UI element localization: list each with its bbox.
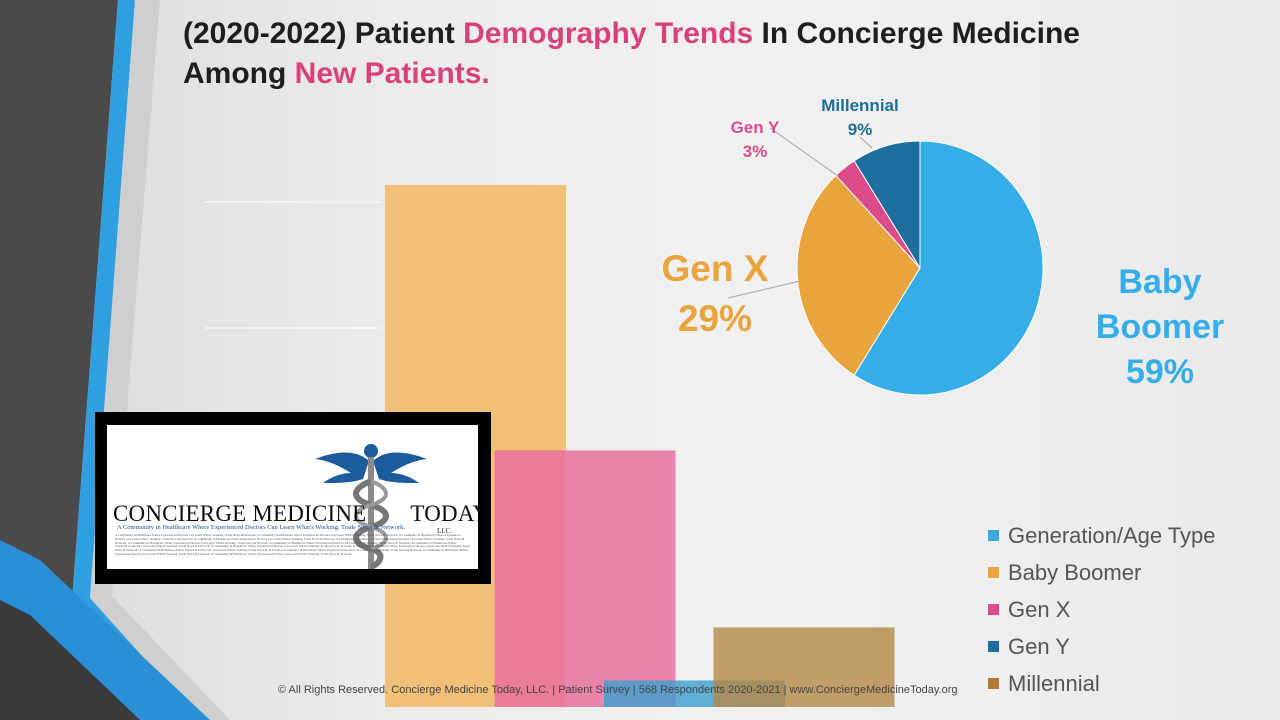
logo-tagline: A Community in Healthcare Where Experien…	[117, 524, 406, 531]
pie-label-millennial: Millennial 9%	[795, 94, 925, 142]
legend-swatch	[988, 530, 999, 541]
slide-title: (2020-2022) Patient Demography Trends In…	[183, 14, 1183, 94]
legend-label: Gen Y	[1008, 633, 1070, 659]
title-part3: Among	[183, 57, 295, 90]
pie-slice-baby-boomer	[853, 140, 1044, 396]
logo-name-right: TODAY	[410, 501, 478, 526]
legend-swatch	[988, 641, 999, 652]
pie-leader-gen-y	[769, 127, 839, 177]
legend-item: Gen X	[988, 591, 1216, 628]
pie-label-baby-boomer-name: Baby Boomer	[1095, 263, 1225, 346]
legend-swatch	[988, 604, 999, 615]
pie-label-gen-y: Gen Y 3%	[715, 116, 795, 164]
caduceus-icon	[315, 444, 427, 569]
legend-swatch	[988, 567, 999, 578]
legend-label: Baby Boomer	[1008, 559, 1142, 585]
title-highlight-2: New Patients.	[294, 57, 490, 90]
legend-item: Gen Y	[988, 628, 1216, 665]
title-part1: (2020-2022) Patient	[183, 17, 464, 50]
bar-gen-x	[494, 450, 676, 707]
pie-label-gen-y-name: Gen Y	[730, 118, 780, 137]
chart-legend: Generation/Age Type Baby Boomer Gen X Ge…	[988, 517, 1216, 702]
logo-fine-print: A Community in Healthcare Where Experien…	[115, 534, 470, 556]
legend-item: Baby Boomer	[988, 554, 1216, 591]
logo-name-left: CONCIERGE MEDICINE	[113, 501, 367, 526]
pie-label-gen-x: Gen X 29%	[640, 244, 790, 344]
legend-label: Generation/Age Type	[1008, 522, 1216, 548]
footer-copyright: © All Rights Reserved. Concierge Medicin…	[278, 684, 958, 696]
legend-swatch	[988, 678, 999, 689]
pie-label-gen-x-name: Gen X	[661, 248, 769, 289]
title-highlight-1: Demography Trends	[463, 17, 754, 50]
legend-item: Generation/Age Type	[988, 517, 1216, 554]
pie-slice-millennial	[853, 140, 921, 270]
pie-slice-gen-x	[796, 174, 921, 376]
pie-label-gen-y-percent: 3%	[742, 142, 768, 161]
title-part2: In Concierge Medicine	[753, 17, 1080, 50]
bar-millennial	[713, 627, 895, 707]
pie-leader-gen-x	[727, 280, 801, 299]
logo-frame: CONCIERGE MEDICINE TODAY LLC. A Community…	[95, 412, 491, 584]
pie-label-millennial-name: Millennial	[821, 96, 899, 115]
pie-label-gen-x-percent: 29%	[677, 298, 753, 339]
pie-label-baby-boomer-percent: 59%	[1125, 353, 1195, 391]
pie-leader-millennial	[859, 136, 873, 149]
legend-item: Millennial	[988, 665, 1216, 702]
pie-label-millennial-percent: 9%	[847, 120, 873, 139]
logo-llc: LLC.	[437, 527, 452, 535]
legend-label: Millennial	[1008, 670, 1100, 696]
company-logo: CONCIERGE MEDICINE TODAY LLC. A Community…	[107, 425, 478, 569]
legend-label: Gen X	[1008, 596, 1071, 622]
logo-wordmark: CONCIERGE MEDICINE TODAY	[113, 501, 478, 527]
pie-label-baby-boomer: Baby Boomer 59%	[1070, 260, 1250, 395]
